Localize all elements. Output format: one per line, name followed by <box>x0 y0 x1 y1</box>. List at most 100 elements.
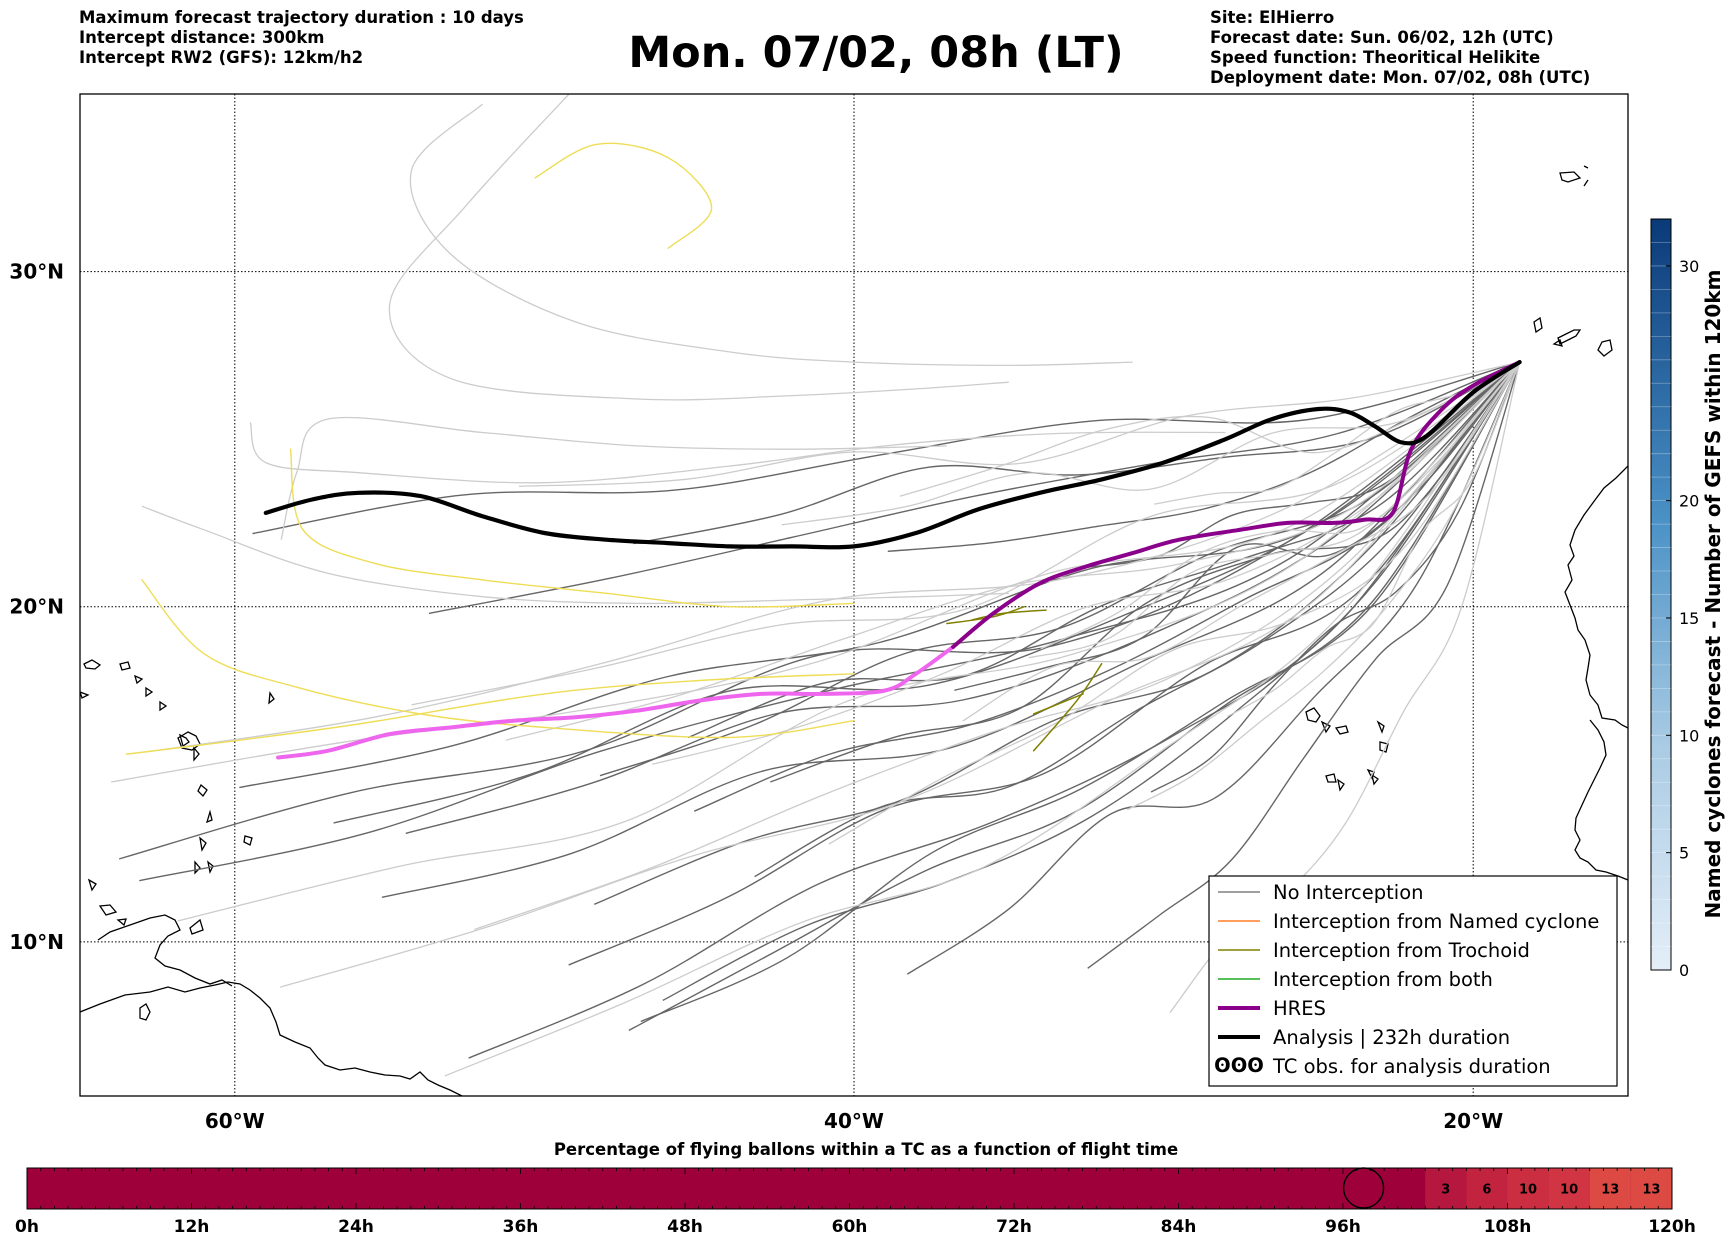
header-right-forecast-date: Forecast date: Sun. 06/02, 12h (UTC) <box>1210 28 1554 47</box>
coastline-canary-islands <box>1533 316 1613 357</box>
timeline-tick-label: 36h <box>503 1217 539 1237</box>
timeline-tick-label: 120h <box>1648 1217 1696 1237</box>
lon-label: 40°W <box>824 1109 884 1133</box>
trajectory-yellow <box>289 448 855 608</box>
coastline-trinidad <box>189 918 204 935</box>
lon-label: 60°W <box>205 1109 265 1133</box>
lat-label: 30°N <box>9 260 64 284</box>
trajectory-analysis <box>263 360 1522 550</box>
trajectory-trochoid <box>970 609 1047 621</box>
legend-label-named-cyclone: Interception from Named cyclone <box>1273 910 1599 933</box>
ensemble-trajectory <box>628 361 1521 1032</box>
legend-label-hres: HRES <box>1273 997 1326 1020</box>
timeline-cell <box>1589 1168 1631 1209</box>
ensemble-trajectory <box>518 361 1520 487</box>
lat-label: 20°N <box>9 595 64 619</box>
timeline-current-marker <box>1342 1167 1385 1209</box>
ensemble-trajectory <box>687 361 1521 739</box>
colorbar-ticks: 0 5 10 15 20 30 <box>1666 257 1699 980</box>
longitude-labels: 60°W 40°W 20°W <box>205 1109 1503 1133</box>
coastline-madeira <box>1559 165 1589 187</box>
header-right-info: Site: ElHierro Forecast date: Sun. 06/02… <box>1210 8 1590 88</box>
header-right-speed-function: Speed function: Theoritical Helikite <box>1210 48 1541 67</box>
timeline-cell <box>1425 1168 1467 1209</box>
legend-box <box>1208 875 1618 1087</box>
coastline-venezuela-islands <box>98 904 127 927</box>
coastline-africa-west <box>1564 465 1628 729</box>
legend-label-trochoid: Interception from Trochoid <box>1273 939 1530 962</box>
timeline-tick-label: 96h <box>1325 1217 1361 1237</box>
ensemble-trajectory <box>652 361 1521 765</box>
ensemble-trajectory <box>568 361 1521 966</box>
timeline-cell-value: 13 <box>1642 1183 1660 1198</box>
ensemble-trajectory <box>280 361 1521 988</box>
colorbar: 0 5 10 15 20 30 Named cyclones forecast - Num… <box>1650 218 1725 980</box>
trajectory-yellow <box>534 142 713 249</box>
ensemble-trajectory <box>249 422 1226 484</box>
header-left-line-1: Maximum forecast trajectory duration : 1… <box>79 8 524 27</box>
ensemble-trajectory <box>594 361 1521 905</box>
timeline-bar <box>27 1168 1672 1209</box>
coastline-africa-coast-2 <box>1574 719 1628 881</box>
timeline-frame <box>26 1167 1673 1210</box>
ensemble-trajectory <box>177 361 1521 922</box>
ensemble-trajectory <box>405 361 1521 835</box>
ensemble-trajectory <box>640 361 1521 1023</box>
ensemble-trajectory <box>954 361 1521 691</box>
legend-label-analysis: Analysis | 232h duration <box>1273 1026 1510 1049</box>
timeline-tick-label: 0h <box>15 1217 39 1237</box>
trajectories <box>110 94 1522 1077</box>
coastline-cape-verde <box>1305 707 1389 792</box>
trajectory-hres-bright <box>276 644 956 760</box>
map-gridlines <box>80 94 1628 1096</box>
legend-items: No Interception Interception from Named c… <box>1214 881 1599 1078</box>
timeline-cell-value: 10 <box>1519 1183 1537 1198</box>
ensemble-trajectory <box>828 361 1521 845</box>
ensemble-trajectory <box>633 361 1520 545</box>
coastlines <box>80 165 1628 1096</box>
colorbar-tick-label: 0 <box>1679 961 1689 980</box>
header-left-line-2: Intercept distance: 300km <box>79 28 325 47</box>
ensemble-trajectory <box>252 361 1520 535</box>
coastline-venezuela-coast <box>97 914 233 987</box>
timeline-tick-labels: 0h 12h 24h 36h 48h 60h 72h 84h 96h 108h 120h <box>15 1217 1696 1237</box>
timeline-tick-label: 72h <box>996 1217 1032 1237</box>
ensemble-trajectory <box>141 505 1009 605</box>
colorbar-tick-label: 20 <box>1679 492 1699 511</box>
header-left-line-3: Intercept RW2 (GFS): 12km/h2 <box>79 48 364 67</box>
coastline-virgin-islands <box>80 659 275 712</box>
ensemble-trajectory <box>139 361 1521 882</box>
timeline-tick-label: 48h <box>667 1217 703 1237</box>
ensemble-trajectory <box>428 361 1520 615</box>
ensemble-trajectory <box>962 361 1521 722</box>
ensemble-trajectory <box>1087 361 1521 969</box>
trajectory-trochoid <box>946 605 1026 625</box>
main-title: Mon. 07/02, 08h (LT) <box>628 28 1124 78</box>
trajectory-yellow <box>125 673 855 755</box>
ensemble-trajectory <box>781 361 1520 526</box>
lat-label: 10°N <box>9 930 64 954</box>
colorbar-title: Named cyclones forecast - Number of GEFS… <box>1701 270 1725 919</box>
coastline-lesser-antilles <box>178 733 253 875</box>
trajectory-hres <box>951 360 1522 649</box>
legend-label-no-interception: No Interception <box>1273 881 1424 904</box>
map-frame <box>79 93 1629 1097</box>
coastline-tobago <box>139 1003 151 1021</box>
timeline-cell-value: 13 <box>1601 1183 1619 1198</box>
timeline-tick-label: 12h <box>174 1217 210 1237</box>
ensemble-trajectory <box>887 361 1520 552</box>
coastline-barbados <box>87 878 97 892</box>
colorbar-tick-label: 5 <box>1679 844 1689 863</box>
timeline-cell <box>1507 1168 1549 1209</box>
ensemble-trajectory <box>411 361 1520 706</box>
legend-label-both: Interception from both <box>1273 968 1493 991</box>
timeline-tick-label: 24h <box>338 1217 374 1237</box>
timeline-cell <box>1548 1168 1590 1209</box>
colorbar-tick-label: 30 <box>1679 257 1699 276</box>
ensemble-trajectory <box>119 361 1521 860</box>
ensemble-trajectory <box>444 361 1521 1077</box>
legend-swatch-tc-obs: ʘʘʘ <box>1214 1054 1264 1077</box>
ensemble-trajectory <box>409 103 1133 367</box>
header-right-deployment-date: Deployment date: Mon. 07/02, 08h (UTC) <box>1210 68 1591 87</box>
